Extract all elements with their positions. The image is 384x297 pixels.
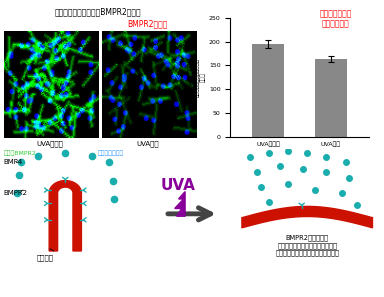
Bar bbox=[252, 44, 284, 137]
Bar bbox=[315, 59, 347, 137]
Text: 血管内皮細胞の
遊走性が低下: 血管内皮細胞の 遊走性が低下 bbox=[320, 9, 352, 28]
Text: UVA非照射: UVA非照射 bbox=[36, 140, 63, 147]
Text: BMPR2が減少して
血管内皮細胞の遊走性が低下し、
毛細血管の構造が維持できなくなる: BMPR2が減少して 血管内皮細胞の遊走性が低下し、 毛細血管の構造が維持できな… bbox=[275, 235, 339, 256]
Y-axis label: BMP4の存在下で
移動した血管内皮細胞の数
（個）: BMP4の存在下で 移動した血管内皮細胞の数 （個） bbox=[187, 58, 206, 97]
Text: 緑色：BMPR2: 緑色：BMPR2 bbox=[4, 150, 36, 156]
Polygon shape bbox=[175, 192, 185, 216]
Polygon shape bbox=[242, 206, 372, 228]
Polygon shape bbox=[49, 181, 81, 251]
Text: 血管内皮細胞におけるBMPR2の発現: 血管内皮細胞におけるBMPR2の発現 bbox=[55, 7, 141, 16]
Text: UVA照射: UVA照射 bbox=[137, 140, 159, 147]
Text: BMPR2が減少: BMPR2が減少 bbox=[127, 19, 168, 28]
Text: BMPR2: BMPR2 bbox=[3, 190, 27, 196]
Text: 青色：細胞の核: 青色：細胞の核 bbox=[98, 150, 124, 156]
Text: 毛細血管: 毛細血管 bbox=[36, 255, 53, 261]
Text: BMP4: BMP4 bbox=[3, 159, 22, 165]
Text: UVA: UVA bbox=[161, 178, 196, 193]
